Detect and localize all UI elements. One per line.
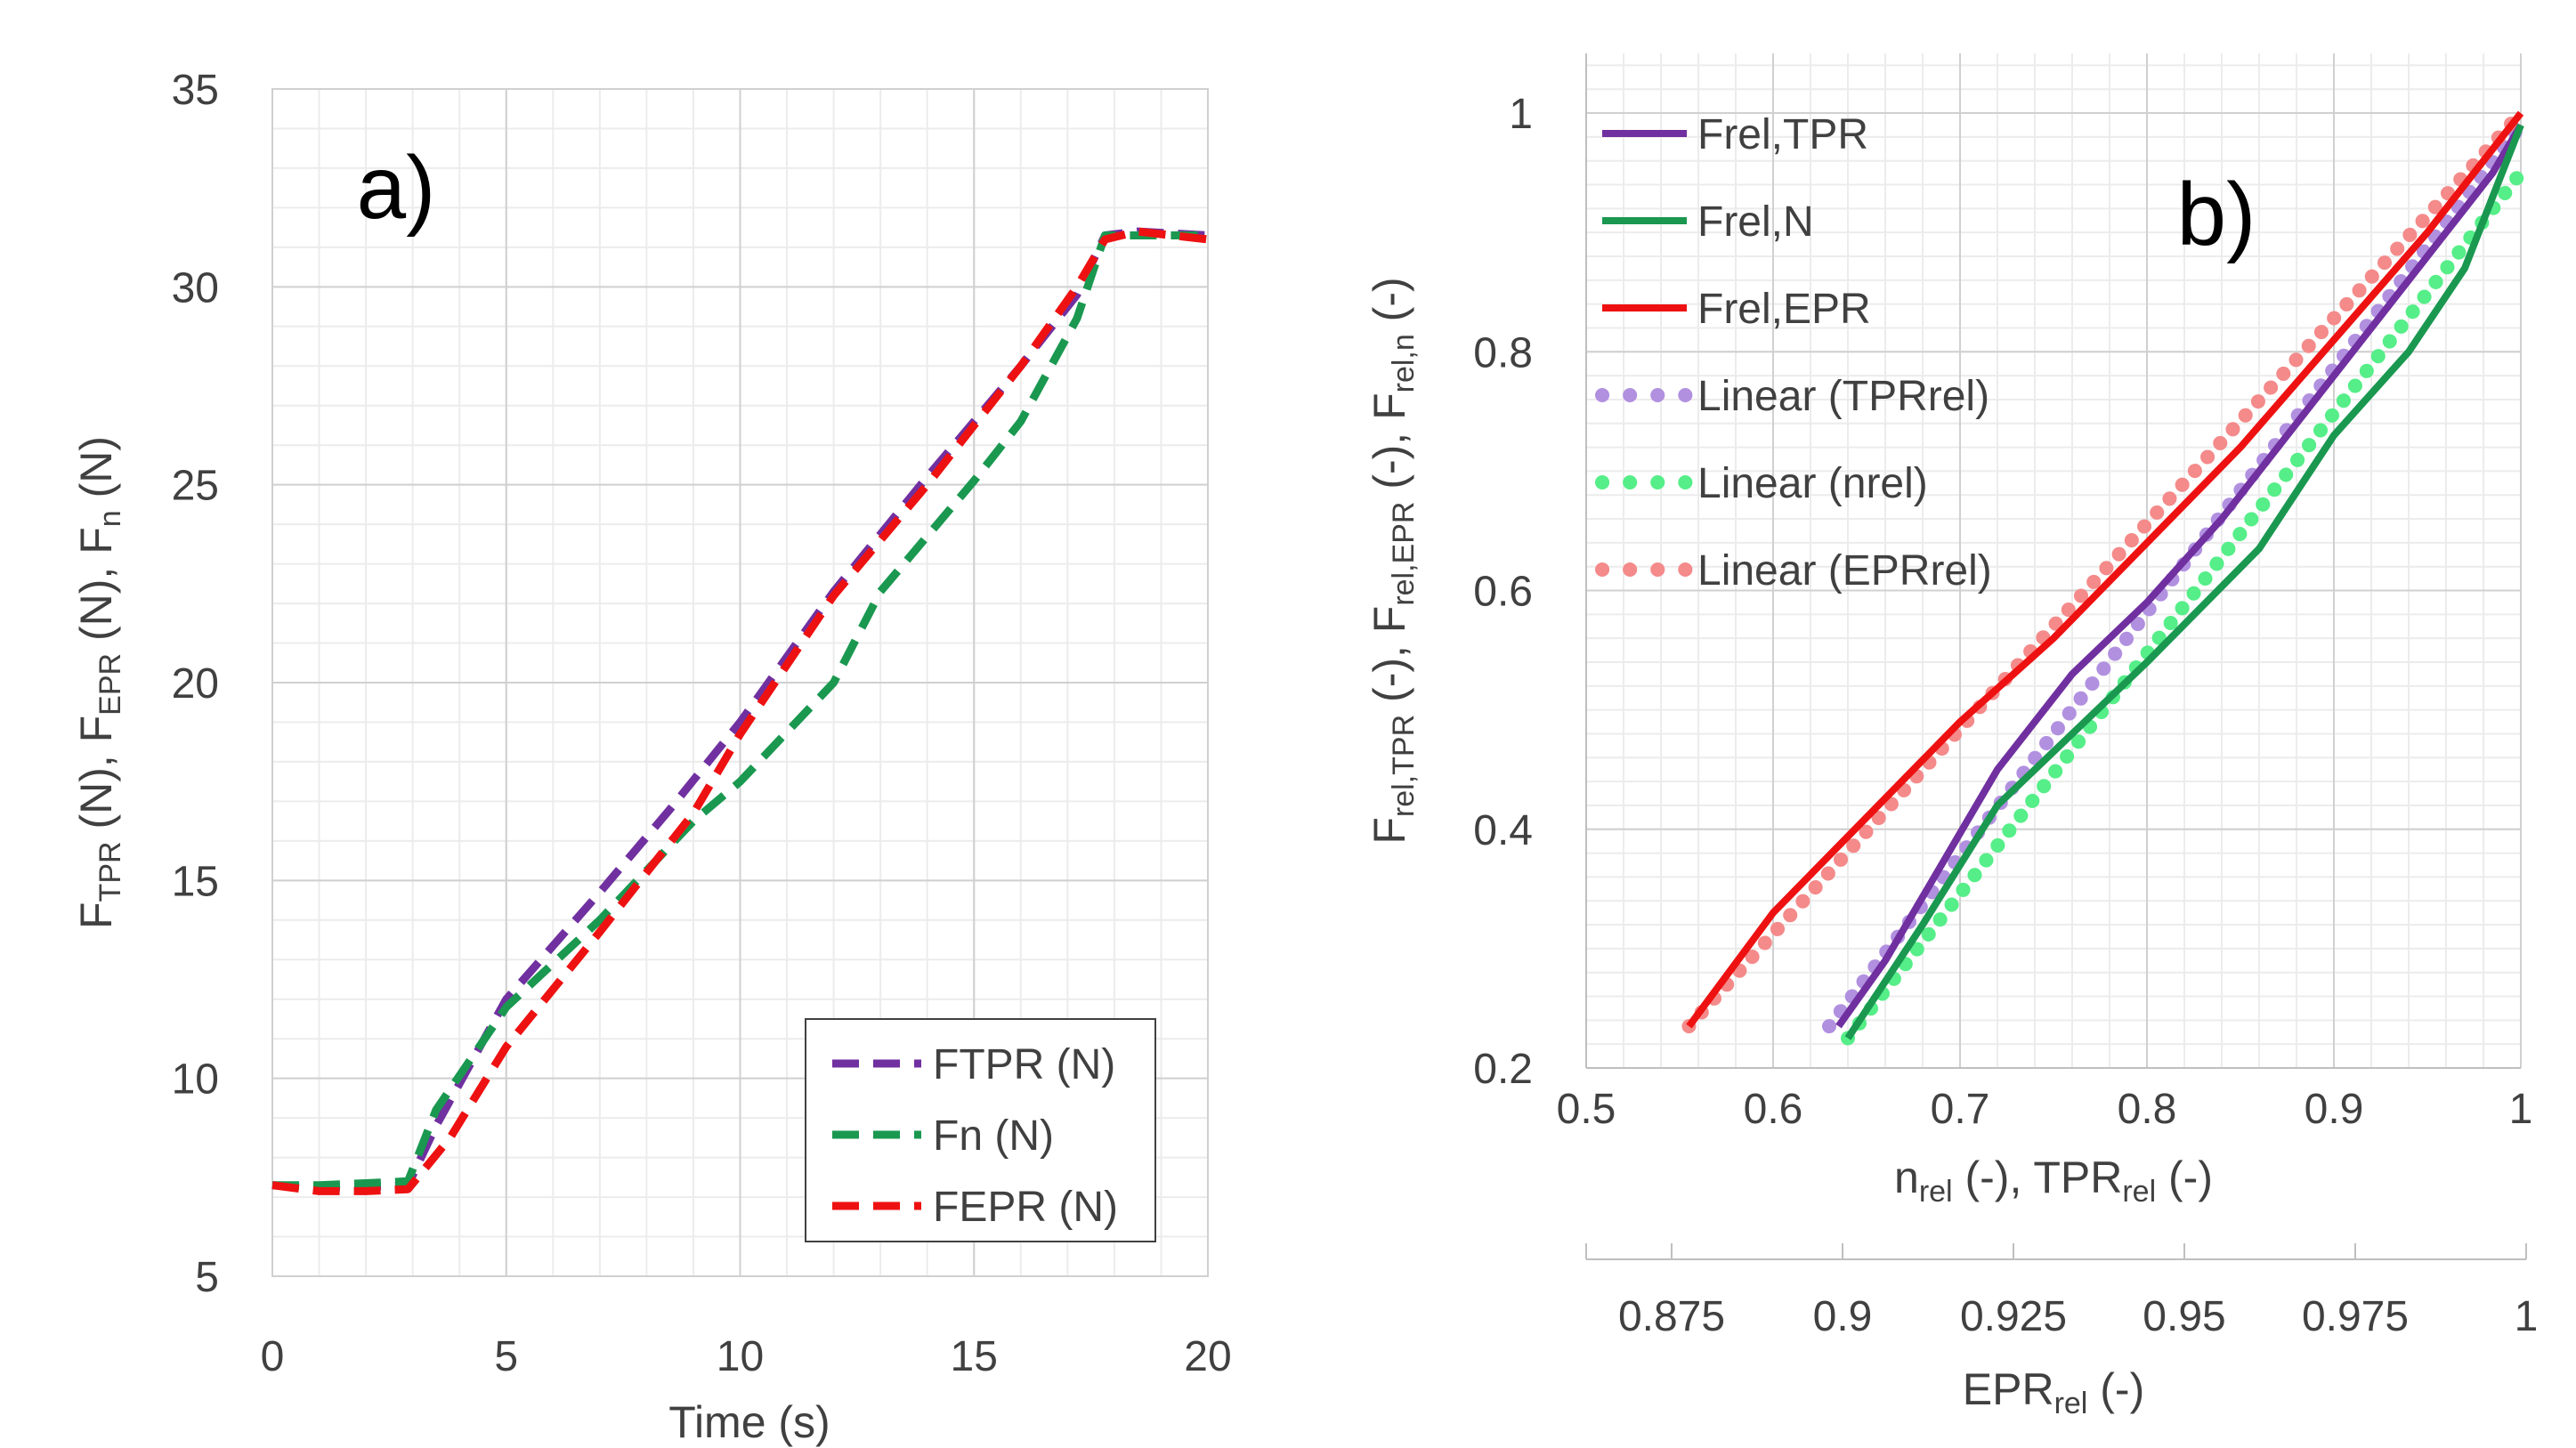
y-tick-label: 1 <box>1509 91 1533 138</box>
label-part: (N) <box>71 436 121 510</box>
legend-label: Linear (EPRrel) <box>1697 547 1992 595</box>
label-part: (-) <box>1365 277 1414 334</box>
y-tick-label: 25 <box>172 463 219 510</box>
y-tick-label: 5 <box>195 1254 219 1301</box>
y-tick-label: 30 <box>172 264 219 311</box>
series-line <box>272 231 1208 1190</box>
secondary-x-tick-label: 0.975 <box>2302 1293 2409 1340</box>
series-line <box>1681 106 2528 1034</box>
secondary-x-tick-label: 0.925 <box>1960 1293 2067 1340</box>
y-tick-label: 15 <box>172 858 219 905</box>
y-tick-label: 35 <box>172 67 219 114</box>
y-axis-title: FTPR (N), FEPR (N), Fn (N) <box>71 436 127 929</box>
legend-label: Frel,EPR <box>1697 286 1871 333</box>
y-tick-label: 0.6 <box>1473 569 1533 616</box>
x-tick-label: 0.7 <box>1931 1086 1990 1133</box>
legend: FTPR (N) Fn (N) FEPR (N) <box>805 1018 1156 1242</box>
label-part: rel <box>1919 1175 1953 1209</box>
label-part: rel <box>2054 1387 2088 1420</box>
label-part: (-), F <box>1365 606 1414 715</box>
secondary-x-tick-label: 0.95 <box>2143 1293 2225 1340</box>
y-tick-label: 20 <box>172 660 219 708</box>
label-part: (N), F <box>71 716 121 842</box>
y-tick-label: 0.2 <box>1473 1046 1533 1093</box>
legend-label: Linear (TPRrel) <box>1697 373 1989 420</box>
secondary-x-tick-label: 1 <box>2515 1293 2539 1340</box>
label-part: rel <box>2122 1175 2156 1209</box>
label-part: (-), F <box>1365 392 1414 501</box>
series-line <box>1844 124 2524 1040</box>
legend-label: FEPR (N) <box>933 1184 1118 1231</box>
secondary-x-axis: 0.875 0.9 0.925 0.95 0.975 1 EPRrel (-) <box>1585 1243 2539 1420</box>
label-part: EPR <box>1963 1364 2054 1414</box>
y-tick-label: 0.8 <box>1473 329 1533 376</box>
label-part: n <box>93 510 127 527</box>
label-part: (-) <box>2087 1364 2144 1414</box>
label-part: (N), F <box>71 527 121 653</box>
x-tick-label: 0.5 <box>1557 1086 1616 1133</box>
legend-label: Frel,N <box>1697 198 1814 246</box>
x-tick-label: 0.8 <box>2118 1086 2177 1133</box>
x-tick-label: 0 <box>261 1333 285 1380</box>
label-part: F <box>1365 817 1414 845</box>
secondary-x-tick-label: 0.875 <box>1618 1293 1725 1340</box>
x-tick-label: 0.9 <box>2305 1086 2364 1133</box>
legend-label: Fn (N) <box>933 1112 1054 1160</box>
legend-label: Linear (nrel) <box>1697 460 1928 507</box>
label-part: (-), TPR <box>1953 1153 2123 1202</box>
label-part: rel,EPR <box>1387 502 1421 606</box>
x-axis-title: Time (s) <box>668 1397 830 1447</box>
label-part: F <box>71 902 121 929</box>
x-tick-label: 15 <box>951 1333 998 1380</box>
label-part: EPR <box>93 653 127 716</box>
legend-box <box>805 1018 1156 1242</box>
series-line <box>1835 123 2524 1029</box>
label-part: rel,TPR <box>1387 715 1421 817</box>
x-tick-label: 10 <box>717 1333 764 1380</box>
y-axis-title: Frel,TPR (-), Frel,EPR (-), Frel,n (-) <box>1365 277 1421 844</box>
x-tick-label: 20 <box>1184 1333 1231 1380</box>
label-part: n <box>1894 1153 1919 1202</box>
panel-label: a) <box>357 138 436 238</box>
x-tick-label: 1 <box>2509 1086 2533 1133</box>
label-part: TPR <box>93 841 127 902</box>
y-tick-label: 10 <box>172 1056 219 1104</box>
series-line <box>1686 110 2524 1029</box>
legend: Frel,TPR Frel,N Frel,EPR Linear (TPRrel) Lin… <box>1595 111 1992 595</box>
legend-label: FTPR (N) <box>933 1041 1115 1088</box>
series-line <box>271 227 1209 1195</box>
label-part: (-) <box>2156 1153 2213 1202</box>
series-line <box>1841 166 2528 1046</box>
secondary-x-axis-title: EPRrel (-) <box>1963 1364 2144 1420</box>
panel-label: b) <box>2177 165 2256 264</box>
secondary-x-tick-label: 0.9 <box>1813 1293 1873 1340</box>
x-tick-label: 0.6 <box>1744 1086 1803 1133</box>
legend-label: Frel,TPR <box>1697 111 1868 158</box>
plot-area-border <box>271 88 1209 1277</box>
x-tick-label: 5 <box>494 1333 518 1380</box>
label-part: rel,n <box>1387 334 1421 392</box>
x-axis-title: nrel (-), TPRrel (-) <box>1894 1153 2213 1209</box>
y-tick-label: 0.4 <box>1473 807 1533 854</box>
